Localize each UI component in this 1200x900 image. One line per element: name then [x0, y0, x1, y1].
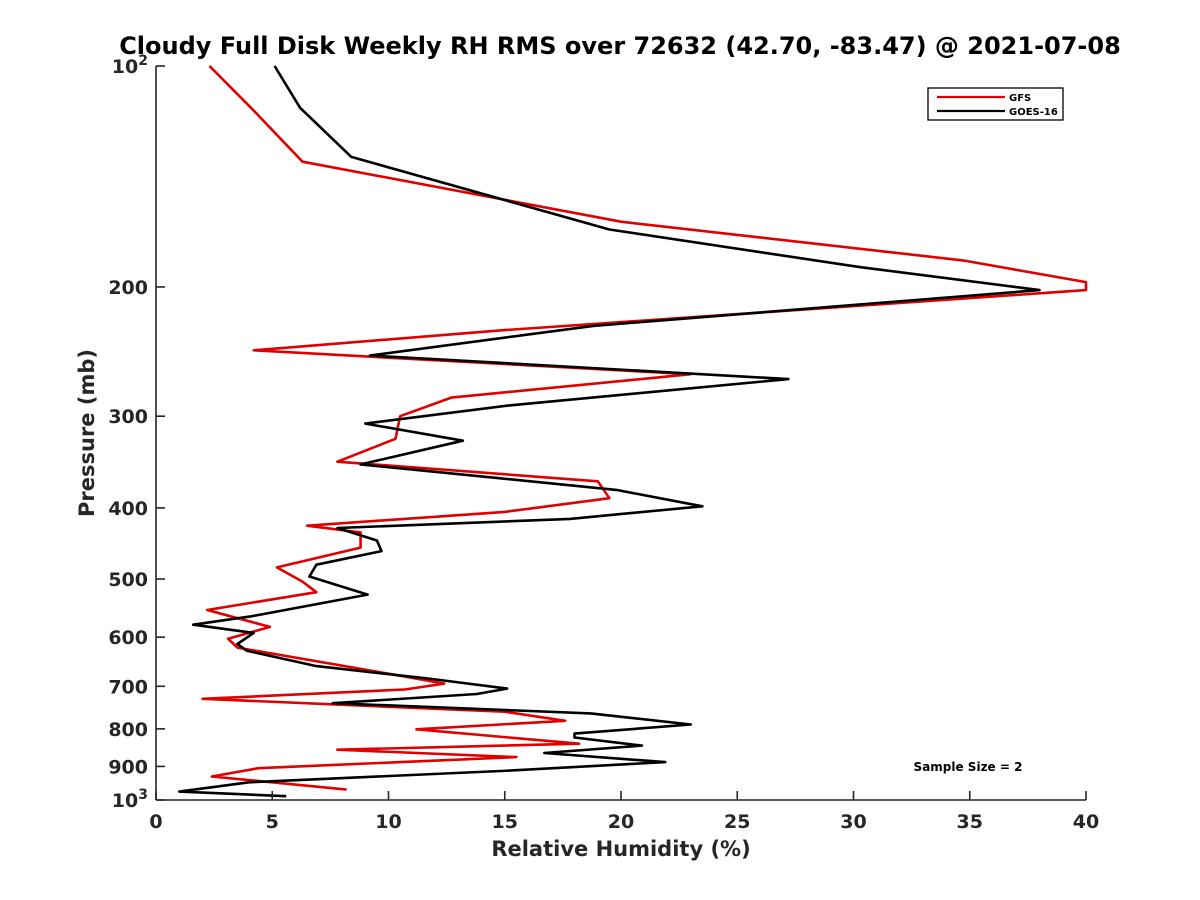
x-tick-label: 10	[375, 811, 401, 833]
y-tick-label: 102	[112, 53, 148, 78]
legend-label-goes16: GOES-16	[1009, 107, 1058, 118]
x-tick-label: 25	[724, 811, 750, 833]
y-tick-label: 300	[108, 406, 148, 428]
legend-box	[927, 87, 1064, 121]
x-tick-label: 5	[266, 811, 279, 833]
y-tick-label-base: 10	[112, 56, 138, 78]
y-tick-label: 103	[112, 787, 148, 812]
y-tick-label: 200	[108, 277, 148, 299]
y-tick-label: 400	[108, 498, 148, 520]
x-tick-label: 20	[608, 811, 634, 833]
y-tick-label: 600	[108, 627, 148, 649]
x-tick-label: 30	[840, 811, 866, 833]
sample-size-annotation: Sample Size = 2	[914, 760, 1023, 774]
series-layer	[178, 65, 1088, 798]
y-tick-label-exponent: 3	[138, 787, 148, 803]
x-tick-label: 15	[492, 811, 518, 833]
y-tick-label-base: 10	[112, 790, 138, 812]
y-tick-label: 900	[108, 756, 148, 778]
y-tick-label: 800	[108, 719, 148, 741]
y-tick-label: 700	[108, 676, 148, 698]
series-line-goes-16	[178, 65, 1041, 798]
y-axis-label: Pressure (mb)	[75, 349, 99, 517]
legend-label-gfs: GFS	[1009, 93, 1031, 104]
x-tick-label: 35	[957, 811, 983, 833]
y-tick-label: 500	[108, 569, 148, 591]
chart-title: Cloudy Full Disk Weekly RH RMS over 7263…	[119, 32, 1121, 60]
x-axis-label: Relative Humidity (%)	[491, 837, 750, 861]
y-tick-label-exponent: 2	[138, 53, 148, 69]
x-tick-label: 0	[149, 811, 162, 833]
x-ticks: 0 5 10 15 20 25 30 35 40	[149, 791, 1099, 833]
legend: GFS GOES-16	[927, 87, 1064, 121]
x-tick-label: 40	[1073, 811, 1099, 833]
